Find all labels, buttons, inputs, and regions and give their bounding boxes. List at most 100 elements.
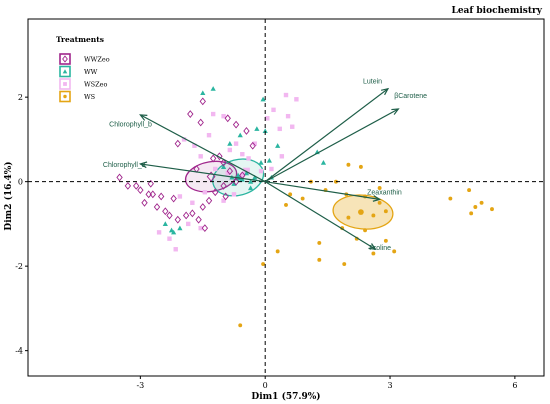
- point-wszeo: [265, 116, 270, 121]
- point-ww: [262, 128, 268, 134]
- point-wszeo: [277, 126, 282, 132]
- arrow-chlorophyll-a: [140, 163, 266, 183]
- point-wwzeo: [226, 167, 234, 176]
- point-wszeo: [294, 97, 299, 102]
- y-tick-label: 0: [18, 178, 23, 187]
- point-ws: [479, 200, 484, 205]
- chart-title: Leaf biochemistry: [452, 6, 543, 16]
- mean-ws: [358, 209, 364, 215]
- point-ww: [320, 160, 327, 165]
- point-ws: [371, 251, 376, 256]
- point-ww: [177, 225, 183, 231]
- point-ws: [383, 209, 388, 214]
- point-ws: [275, 249, 280, 254]
- point-ww: [237, 132, 243, 138]
- point-wwzeo: [141, 198, 148, 207]
- point-wwzeo: [170, 194, 177, 203]
- point-wszeo: [213, 166, 218, 172]
- arrow-proline: [264, 181, 376, 250]
- point-wwzeo: [187, 110, 194, 118]
- point-wwzeo: [189, 209, 196, 218]
- point-ww: [231, 181, 237, 186]
- point-ws: [317, 257, 322, 262]
- point-ww: [260, 96, 266, 102]
- point-ww: [171, 229, 177, 235]
- point-wszeo: [177, 194, 183, 199]
- point-wwzeo: [199, 203, 206, 211]
- point-ww: [248, 179, 254, 184]
- point-wwzeo: [232, 120, 240, 129]
- arrowhead-lutein: [380, 87, 390, 96]
- point-wwzeo: [145, 190, 152, 199]
- point-ws: [238, 323, 243, 328]
- point-wszeo: [206, 132, 212, 138]
- point-wwzeo: [220, 158, 227, 167]
- point-ww: [210, 86, 216, 91]
- point-ws: [363, 228, 368, 233]
- point-wwzeo: [116, 173, 123, 182]
- point-wwzeo: [174, 215, 181, 224]
- point-ws: [317, 240, 322, 245]
- point-wwzeo: [201, 224, 209, 233]
- point-wwzeo: [137, 186, 144, 195]
- arrow-label-chlorophyll-b: Chlorophyll_b: [109, 121, 152, 128]
- y-tick-label: -4: [15, 347, 23, 356]
- point-ws: [288, 192, 293, 197]
- point-ws: [371, 213, 376, 218]
- arrow-zeaxanthin: [265, 181, 380, 200]
- point-wszeo: [269, 166, 274, 172]
- point-ws: [377, 186, 382, 190]
- point-wszeo: [210, 111, 216, 117]
- point-wwzeo: [153, 203, 161, 211]
- point-wwzeo: [149, 190, 157, 199]
- point-wszeo: [198, 225, 203, 231]
- point-ww: [275, 143, 281, 148]
- point-ww: [258, 160, 264, 165]
- point-wszeo: [192, 143, 197, 148]
- point-ws: [261, 262, 266, 266]
- point-wszeo: [285, 113, 291, 119]
- point-ws: [346, 215, 351, 220]
- point-wszeo: [231, 192, 237, 197]
- point-wszeo: [221, 113, 226, 119]
- arrowhead-zeaxanthin: [372, 195, 382, 202]
- point-ws: [342, 262, 347, 266]
- point-wwzeo: [174, 139, 181, 148]
- arrow-label-proline: Proline: [369, 245, 391, 252]
- point-wwzeo: [182, 211, 190, 220]
- point-wwzeo: [205, 196, 213, 205]
- legend-marker-ww: [62, 69, 68, 74]
- point-wszeo: [167, 236, 172, 241]
- arrow-label-lutein: Lutein: [363, 78, 382, 85]
- point-ws: [392, 249, 397, 254]
- point-wwzeo: [224, 114, 231, 123]
- point-wszeo: [258, 168, 264, 174]
- arrowhead-proline: [368, 243, 377, 251]
- point-wwzeo: [195, 215, 202, 224]
- arrow-label-chlorophyll-a: Chlorophyll_a: [103, 162, 146, 169]
- mean-wwzeo: [206, 171, 216, 182]
- point-wszeo: [202, 190, 208, 195]
- point-wwzeo: [197, 118, 204, 127]
- point-ws: [490, 207, 494, 212]
- point-wszeo: [198, 154, 203, 159]
- legend: Treatments WWZeo WW WSZeo WS: [56, 35, 110, 103]
- x-tick-label: 3: [387, 381, 392, 390]
- point-wszeo: [173, 247, 178, 252]
- loading-arrows: Lutein βCarotene Chlorophyll_b Chlorophyll_…: [103, 78, 427, 252]
- point-ws: [346, 162, 351, 167]
- point-wwzeo: [216, 152, 223, 161]
- point-wwzeo: [166, 211, 173, 220]
- point-wszeo: [240, 173, 245, 178]
- point-ww: [248, 185, 254, 191]
- point-wwzeo: [199, 97, 206, 106]
- legend-key-wwzeo: [59, 53, 71, 65]
- point-ws: [467, 188, 472, 193]
- point-ws: [473, 205, 478, 209]
- x-tick-label: -3: [136, 381, 144, 390]
- point-ww: [254, 126, 260, 131]
- point-ww: [200, 90, 206, 96]
- x-axis-label: Dim1 (57.9%): [251, 391, 320, 402]
- point-wszeo: [271, 107, 276, 113]
- y-tick-label: 2: [18, 93, 23, 102]
